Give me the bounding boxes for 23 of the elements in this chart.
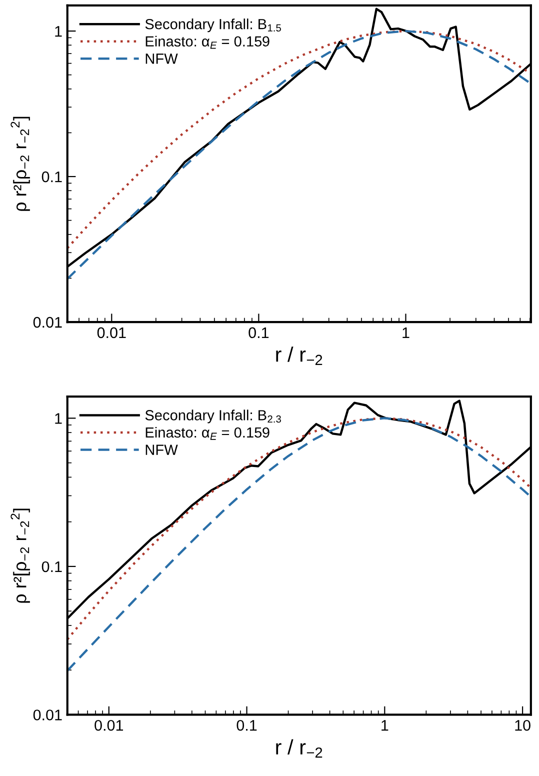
y-tick-label: 0.1 <box>42 171 62 182</box>
y-tick-label: 0.01 <box>33 316 62 328</box>
y-axis-title: ρ r²[ρ$_{−2}$ r$_{−2}$$^{2}$] <box>10 116 30 211</box>
x-tick-label: 0.01 <box>94 720 124 731</box>
x-tick-label: 1 <box>402 327 410 338</box>
legend-label: NFW <box>146 54 178 64</box>
legend-label: NFW <box>146 444 178 455</box>
x-tick-label: 0.1 <box>236 720 257 731</box>
y-tick-label: 1 <box>55 413 62 424</box>
x-tick-label: 0.01 <box>97 327 126 338</box>
y-tick-label: 1 <box>55 26 62 37</box>
x-tick-label: 1 <box>382 720 388 731</box>
legend-label: Einasto: α$_{E}$ = 0.159 <box>146 36 270 49</box>
y-axis-title: ρ r²[ρ$_{−2}$ r$_{−2}$$^{2}$] <box>10 508 30 603</box>
x-tick-label: 0.1 <box>248 327 269 338</box>
legend-label: Einasto: α$_{E}$ = 0.159 <box>146 426 270 440</box>
legend-label: Secondary Infall: B$_{2.3}$ <box>145 410 281 424</box>
x-axis-title: r / r$_{−2}$ <box>276 739 322 758</box>
y-tick-label: 0.1 <box>42 561 62 572</box>
x-tick-label: 10 <box>515 720 530 731</box>
x-axis-title: r / r$_{−2}$ <box>276 346 322 365</box>
legend-label: Secondary Infall: B$_{1.5}$ <box>145 18 281 32</box>
y-tick-label: 0.01 <box>33 710 62 720</box>
